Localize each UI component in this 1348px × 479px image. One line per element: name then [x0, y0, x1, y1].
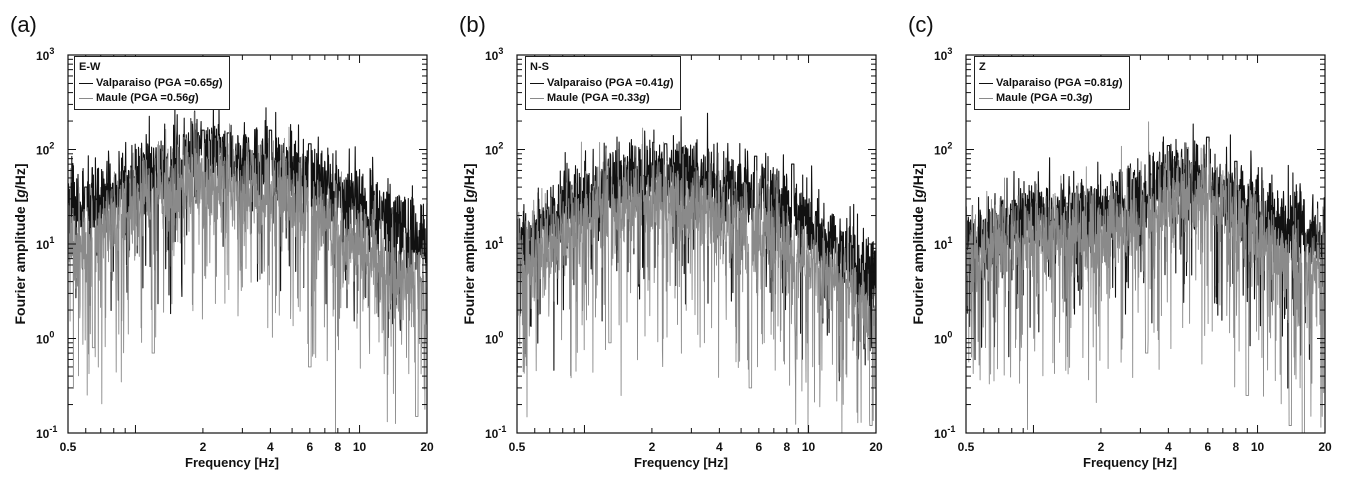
x-tick-label: 0.5	[60, 440, 77, 454]
legend-entry-valparaiso: Valparaiso (PGA = 0.65 g)	[79, 76, 223, 91]
x-tick-label: 4	[267, 440, 274, 454]
y-tick-label: 101	[485, 235, 503, 252]
panel-label: (b)	[459, 12, 486, 37]
chart-plot: 0.5 2 4 6 8 10 20 10-1 100 101 102 103	[485, 46, 883, 454]
panel-label: (a)	[10, 12, 37, 37]
y-tick-label: 100	[36, 330, 54, 347]
y-tick-label: 10-1	[934, 424, 955, 441]
x-tick-label: 2	[1098, 440, 1105, 454]
legend-entry-valparaiso: Valparaiso (PGA = 0.41 g)	[530, 76, 674, 91]
y-tick-label: 101	[934, 235, 952, 252]
legend: E-W Valparaiso (PGA = 0.65 g) Maule (PGA …	[74, 56, 230, 110]
y-tick-label: 10-1	[485, 424, 506, 441]
y-tick-label: 103	[36, 46, 54, 63]
y-tick-label: 100	[485, 330, 503, 347]
y-tick-label: 103	[485, 46, 503, 63]
x-tick-label: 6	[306, 440, 313, 454]
legend-title: E-W	[79, 61, 101, 73]
x-tick-label: 8	[1232, 440, 1239, 454]
x-tick-label: 20	[420, 440, 434, 454]
x-tick-label: 10	[353, 440, 367, 454]
legend-entry-valparaiso: Valparaiso (PGA = 0.81 g)	[979, 76, 1123, 91]
x-tick-label: 2	[649, 440, 656, 454]
legend-title: Z	[979, 61, 986, 73]
legend-swatch	[79, 83, 93, 84]
legend: N-S Valparaiso (PGA = 0.41 g) Maule (PGA …	[525, 56, 681, 110]
x-tick-label: 10	[1251, 440, 1265, 454]
x-tick-label: 0.5	[509, 440, 526, 454]
x-tick-label: 4	[716, 440, 723, 454]
chart-panel: (a) Fourier amplitude [g/Hz] Frequency […	[0, 0, 449, 479]
y-tick-label: 10-1	[36, 424, 57, 441]
legend: Z Valparaiso (PGA = 0.81 g) Maule (PGA = …	[974, 56, 1130, 110]
series-line-maule	[516, 127, 877, 434]
panel-label: (c)	[908, 12, 934, 37]
legend-swatch	[79, 98, 93, 99]
legend-title: N-S	[530, 61, 549, 73]
x-tick-label: 0.5	[958, 440, 975, 454]
chart-plot: 0.5 2 4 6 8 10 20 10-1 100 101 102 103	[36, 46, 434, 454]
x-tick-label: 8	[334, 440, 341, 454]
y-tick-label: 102	[485, 141, 503, 158]
x-tick-label: 10	[802, 440, 816, 454]
chart-panel: (b) Fourier amplitude [g/Hz] Frequency […	[449, 0, 898, 479]
y-tick-label: 103	[934, 46, 952, 63]
legend-swatch	[979, 98, 993, 99]
x-tick-label: 20	[869, 440, 883, 454]
legend-swatch	[979, 83, 993, 84]
x-tick-label: 2	[200, 440, 207, 454]
x-axis-label: Frequency [Hz]	[1083, 455, 1177, 470]
x-tick-label: 6	[755, 440, 762, 454]
y-tick-label: 100	[934, 330, 952, 347]
legend-entry-maule: Maule (PGA = 0.56 g)	[79, 91, 223, 106]
y-tick-label: 102	[36, 141, 54, 158]
y-tick-label: 102	[934, 141, 952, 158]
legend-entry-maule: Maule (PGA = 0.3 g)	[979, 91, 1123, 106]
legend-swatch	[530, 83, 544, 84]
x-axis-label: Frequency [Hz]	[634, 455, 728, 470]
x-tick-label: 20	[1318, 440, 1332, 454]
chart-panel: (c) Fourier amplitude [g/Hz] Frequency […	[898, 0, 1347, 479]
legend-entry-maule: Maule (PGA = 0.33 g)	[530, 91, 674, 106]
y-tick-label: 101	[36, 235, 54, 252]
x-tick-label: 6	[1204, 440, 1211, 454]
x-tick-label: 4	[1165, 440, 1172, 454]
x-tick-label: 8	[783, 440, 790, 454]
x-axis-label: Frequency [Hz]	[185, 455, 279, 470]
legend-swatch	[530, 98, 544, 99]
series-line-maule	[965, 121, 1326, 434]
series-line-maule	[67, 111, 428, 433]
